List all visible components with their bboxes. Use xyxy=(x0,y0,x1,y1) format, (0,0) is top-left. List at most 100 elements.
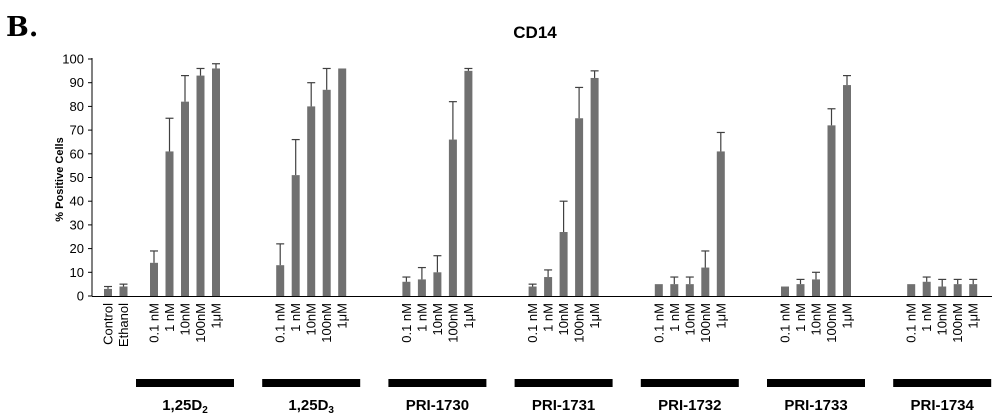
y-tick-label: 0 xyxy=(77,289,84,304)
x-tick-label: 100nM xyxy=(193,303,208,343)
x-tick-label: 0.1 nM xyxy=(651,303,666,343)
bar xyxy=(119,286,128,296)
x-tick-label: 1μM xyxy=(587,303,602,329)
x-tick-label: 10nM xyxy=(304,303,319,336)
bar xyxy=(181,101,189,296)
bar xyxy=(544,277,553,296)
x-tick-label: 1μM xyxy=(335,303,350,329)
group-label-subscript: 3 xyxy=(328,405,334,416)
group-bar xyxy=(893,379,992,387)
x-tick-label: 0.1 nM xyxy=(273,303,288,343)
y-tick-label: 60 xyxy=(70,146,84,161)
group-label: 1,25D3 xyxy=(288,397,334,416)
bar xyxy=(433,272,442,296)
x-tick-labels: Control Ethanol 0.1 nM 1 nM 10nM 100nM 1μM 0.1 … xyxy=(101,303,981,347)
bar xyxy=(575,118,584,296)
x-tick-label: 1μM xyxy=(713,303,728,329)
y-tick-label: 100 xyxy=(62,52,84,67)
bar xyxy=(338,68,347,296)
group-bar xyxy=(388,379,487,387)
group-label-subscript: 2 xyxy=(202,405,208,416)
bar xyxy=(685,284,694,296)
group-labels: 1,25D2 1,25D3 PRI-1730 PRI-1731 PRI-1732 PRI-… xyxy=(162,397,974,416)
bar xyxy=(781,286,789,296)
bar xyxy=(716,151,725,296)
x-tick-label: 1 nM xyxy=(162,303,177,332)
chart-title: CD14 xyxy=(513,23,557,42)
bar xyxy=(528,286,537,296)
x-tick-label: 100nM xyxy=(698,303,713,343)
y-tick-label: 80 xyxy=(70,99,84,114)
x-tick-label: 1 nM xyxy=(414,303,429,332)
group-bar xyxy=(640,379,739,387)
bar xyxy=(654,284,663,296)
y-axis: 0 10 20 30 40 50 60 70 80 90 100 % Positive Cells xyxy=(54,52,992,304)
bar xyxy=(907,284,916,296)
x-tick-label: 10nM xyxy=(935,303,950,336)
x-tick-label: 1μM xyxy=(209,303,224,329)
x-tick-label: 100nM xyxy=(824,303,839,343)
error-bars xyxy=(104,63,978,289)
group-label: PRI-1730 xyxy=(406,397,469,414)
group-label: 1,25D2 xyxy=(162,397,208,416)
bar xyxy=(291,175,300,296)
group-bar xyxy=(514,379,613,387)
x-tick-label: 10nM xyxy=(556,303,571,336)
group-bar xyxy=(136,379,234,387)
x-tick-label: 1 nM xyxy=(667,303,682,332)
bar xyxy=(559,232,568,296)
bar xyxy=(969,284,978,296)
x-tick-label: 100nM xyxy=(319,303,334,343)
group-bar xyxy=(262,379,361,387)
x-tick-label: 0.1 nM xyxy=(525,303,540,343)
x-tick-label: 1 nM xyxy=(793,303,808,332)
bar xyxy=(417,279,426,296)
group-label: PRI-1733 xyxy=(784,397,847,414)
y-tick-label: 70 xyxy=(70,123,84,138)
x-tick-label: 10nM xyxy=(809,303,824,336)
bar xyxy=(322,89,331,296)
bar xyxy=(276,265,285,296)
bar xyxy=(165,151,174,296)
group-label: PRI-1734 xyxy=(911,397,975,414)
bar xyxy=(464,70,473,296)
bar xyxy=(307,106,316,297)
bar xyxy=(796,284,805,296)
x-tick-label-ethanol: Ethanol xyxy=(116,303,131,347)
x-tick-label: 0.1 nM xyxy=(399,303,414,343)
bars xyxy=(104,68,978,297)
bar xyxy=(104,288,112,296)
y-tick-label: 50 xyxy=(70,170,84,185)
panel-label: B. xyxy=(6,12,38,43)
bar xyxy=(938,286,947,296)
bar xyxy=(196,75,205,296)
bar xyxy=(843,85,851,296)
x-tick-label: 100nM xyxy=(445,303,460,343)
x-tick-label: 10nM xyxy=(682,303,697,336)
y-tick-label: 30 xyxy=(70,217,84,232)
group-bars xyxy=(136,379,992,387)
x-tick-label: 1μM xyxy=(966,303,981,329)
bar xyxy=(953,284,962,296)
x-tick-label: 0.1 nM xyxy=(904,303,919,343)
x-tick-label: 10nM xyxy=(430,303,445,336)
x-tick-label: 100nM xyxy=(572,303,587,343)
x-tick-label: 0.1 nM xyxy=(778,303,793,343)
x-tick-label: 1 nM xyxy=(541,303,556,332)
bar xyxy=(402,281,411,296)
bar xyxy=(701,267,710,296)
y-tick-label: 90 xyxy=(70,75,84,90)
x-tick-label: 1 nM xyxy=(288,303,303,332)
y-tick-label: 10 xyxy=(70,265,84,280)
group-bar xyxy=(767,379,865,387)
x-tick-label: 100nM xyxy=(950,303,965,343)
y-tick-label: 20 xyxy=(70,241,84,256)
x-tick-label: 0.1 nM xyxy=(147,303,162,343)
x-tick-label: 1 nM xyxy=(919,303,934,332)
bar xyxy=(212,68,220,296)
x-tick-label: 10nM xyxy=(178,303,193,336)
bar xyxy=(448,139,457,296)
bar xyxy=(812,279,820,296)
bar xyxy=(922,281,931,296)
